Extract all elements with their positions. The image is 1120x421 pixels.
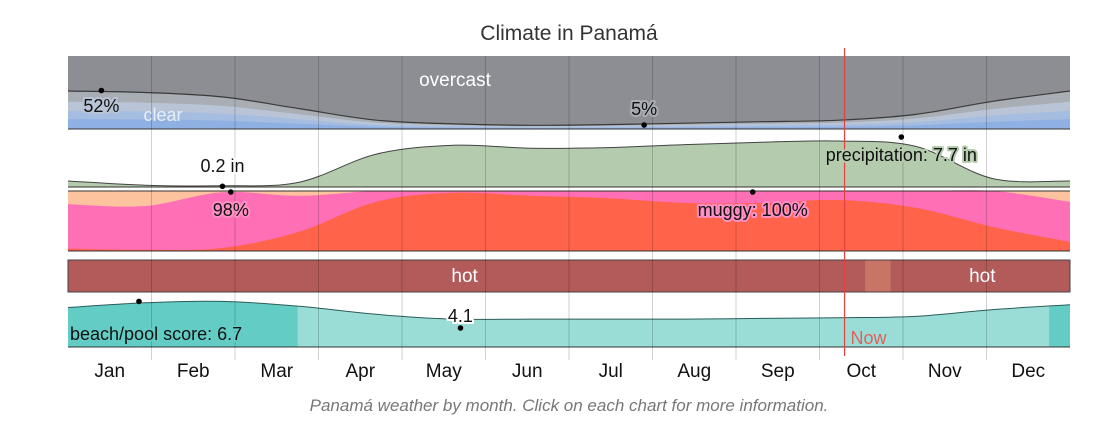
month-label-apr[interactable]: Apr (345, 361, 375, 382)
month-gridlines (151, 56, 987, 360)
month-label-aug[interactable]: Aug (677, 361, 711, 382)
annotation-dot (898, 134, 905, 140)
annotations: Now 52% 5% 0.2 in precipitation: 7.7 in 98% mu… (68, 48, 979, 356)
month-label-dec[interactable]: Dec (1011, 361, 1045, 382)
precip-area (68, 140, 1070, 187)
month-label-nov[interactable]: Nov (928, 361, 962, 382)
temp-label-hot: hot (451, 266, 478, 287)
beach-area (68, 301, 1070, 347)
chart-caption: Panamá weather by month. Click on each c… (309, 396, 829, 415)
temp-border (67, 259, 1071, 293)
annotation-dot (219, 183, 226, 190)
annotation-dot (228, 189, 234, 195)
cloud-layer-3 (68, 119, 1070, 129)
precip-annotation-min: 0.2 in (200, 156, 244, 176)
month-label-jan[interactable]: Jan (94, 361, 125, 382)
precip-line (67, 140, 1071, 187)
beach-annotation-max: beach/pool score: 6.7 (70, 324, 242, 344)
month-label-may[interactable]: May (426, 361, 462, 382)
cloud-layer-2 (68, 110, 1070, 129)
clear-label: clear (143, 105, 182, 125)
precip-annotation-max: precipitation: 7.7 in (826, 145, 977, 165)
annotation-dot (136, 298, 142, 305)
temp-segment-1 (865, 260, 891, 292)
humidity-annotation-max: muggy: 100% (698, 200, 808, 220)
best-range-0 (68, 301, 298, 347)
temp-label-hot: hot (969, 266, 996, 287)
temp-segment-0 (68, 260, 866, 292)
annotation-dot (98, 87, 105, 94)
temp-segment-2 (890, 260, 1070, 292)
beach-line (67, 300, 1071, 320)
month-label-oct[interactable]: Oct (846, 361, 876, 382)
humidity-band[interactable] (68, 190, 1070, 252)
annotation-dot (641, 122, 647, 128)
humidity-annotation-min: 98% (213, 200, 249, 220)
beach-pool-band[interactable] (67, 288, 1071, 348)
cloud-cover-band[interactable]: overcast clear (67, 56, 1071, 130)
now-label: Now (851, 328, 888, 348)
annotation-dot (457, 325, 464, 331)
cloud-annotation-max: 52% (83, 96, 119, 116)
clear-line (67, 90, 1071, 126)
beach-annotation-min: 4.1 (448, 306, 473, 326)
best-range-1 (1049, 301, 1070, 347)
oppressive-area (68, 192, 1070, 251)
chart-title: Climate in Panamá (480, 22, 658, 45)
temperature-band[interactable]: hot hot (67, 259, 1071, 293)
month-label-feb[interactable]: Feb (177, 361, 210, 382)
annotation-dot (749, 189, 756, 195)
precipitation-band[interactable] (67, 140, 1071, 188)
month-label-sep[interactable]: Sep (761, 361, 795, 382)
month-axis: Jan Feb Mar Apr May Jun Jul Aug Sep Oct Nov Dec (94, 361, 1045, 382)
cloud-annotation-min: 5% (631, 99, 657, 119)
month-label-jul[interactable]: Jul (599, 361, 623, 382)
month-label-mar[interactable]: Mar (260, 361, 293, 382)
overcast-label: overcast (419, 70, 492, 91)
month-label-jun[interactable]: Jun (512, 361, 543, 382)
